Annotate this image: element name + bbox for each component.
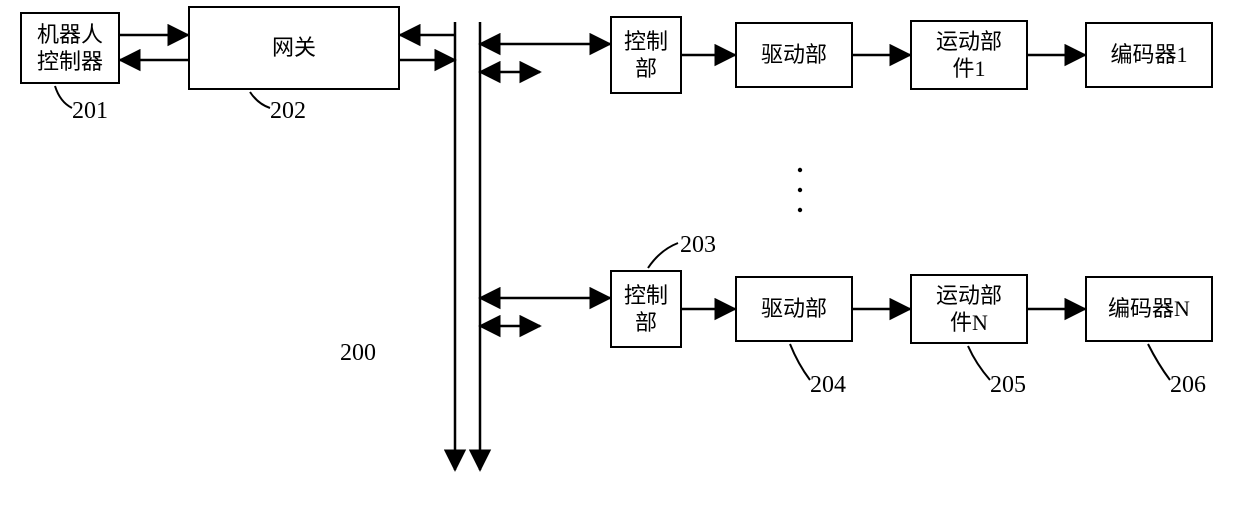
bus-label: 200	[340, 340, 376, 367]
encoder-bottom-ref: 206	[1170, 372, 1206, 399]
control-unit-bottom-ref: 203	[680, 232, 716, 259]
drive-unit-bottom-box: 驱动部	[735, 276, 853, 342]
encoder-top-box: 编码器1	[1085, 22, 1213, 88]
gateway-box: 网关	[188, 6, 400, 90]
motion-part-bottom-box: 运动部 件N	[910, 274, 1028, 344]
control-unit-top-box: 控制 部	[610, 16, 682, 94]
motion-part-bottom-ref: 205	[990, 372, 1026, 399]
motion-part-top-box: 运动部 件1	[910, 20, 1028, 90]
gateway-ref: 202	[270, 98, 306, 125]
encoder-bottom-box: 编码器N	[1085, 276, 1213, 342]
drive-unit-top-box: 驱动部	[735, 22, 853, 88]
robot-controller-ref: 201	[72, 98, 108, 125]
robot-controller-box: 机器人 控制器	[20, 12, 120, 84]
control-unit-bottom-box: 控制 部	[610, 270, 682, 348]
drive-unit-bottom-ref: 204	[810, 372, 846, 399]
